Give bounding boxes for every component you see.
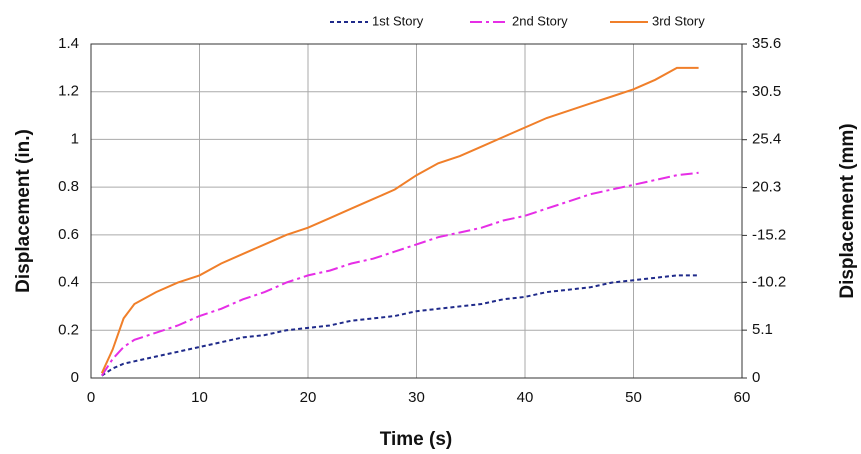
y-tick-label: 0: [71, 369, 79, 386]
y-tick-label: 0.6: [58, 226, 79, 243]
y2-tick-label: 5.1: [752, 321, 773, 338]
y2-axis-title: Displacement (mm): [837, 123, 858, 298]
x-tick-label: 50: [625, 389, 642, 406]
y-tick-label: 1: [71, 130, 79, 147]
x-tick-label: 0: [87, 389, 95, 406]
legend-label: 1st Story: [372, 13, 424, 28]
x-tick-label: 20: [300, 389, 317, 406]
y2-tick-label: -15.2: [752, 226, 786, 243]
plot-frame: [90, 43, 743, 379]
legend-label: 3rd Story: [652, 13, 705, 28]
y2-tick-label: 35.6: [752, 35, 781, 52]
x-axis-title: Time (s): [380, 429, 453, 450]
y-tick-label: 1.2: [58, 83, 79, 100]
x-tick-label: 60: [734, 389, 751, 406]
y-tick-label: 1.4: [58, 35, 79, 52]
y2-tick-label: -10.2: [752, 273, 786, 290]
y2-tick-label: 20.3: [752, 179, 781, 196]
series-line: [100, 66, 699, 374]
y2-tick-label: 30.5: [752, 83, 781, 100]
x-tick-label: 30: [408, 389, 425, 406]
y-axis-title: Displacement (in.): [13, 129, 34, 293]
x-tick-label: 10: [191, 389, 208, 406]
y-tick-label: 0.2: [58, 321, 79, 338]
y2-tick-label: 25.4: [752, 131, 781, 148]
y-tick-label: 0.4: [58, 274, 79, 291]
y2-tick-label: 0: [752, 369, 760, 386]
series-line: [100, 171, 699, 377]
series-line: [101, 274, 699, 377]
x-tick-label: 40: [517, 389, 534, 406]
y-tick-label: 0.8: [58, 178, 79, 195]
legend-label: 2nd Story: [512, 13, 568, 28]
